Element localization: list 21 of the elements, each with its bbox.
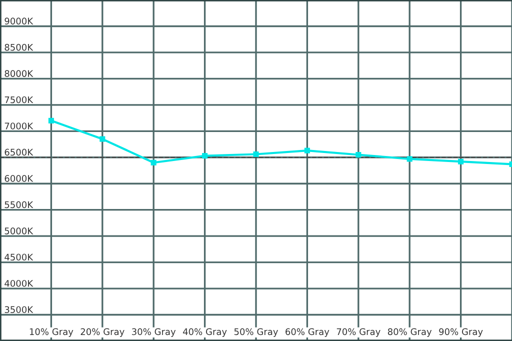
y-tick-label: 8000K [4,70,34,77]
y-tick-label: 9000K [4,18,34,24]
x-tick-label: 30% Gray [132,328,176,337]
x-tick-label: 10% Gray [30,328,74,337]
x-tick-label: 20% Gray [80,328,124,337]
y-tick-label: 8500K [4,44,34,51]
y-tick-label: 6500K [4,148,34,156]
x-tick-label: 50% Gray [234,328,278,337]
y-tick-label: 3500K [4,306,34,314]
x-tick-label: 60% Gray [286,328,330,337]
y-tick-label: 4000K [4,280,34,287]
y-tick-label: 5500K [4,201,34,208]
x-tick-label: 90% Gray [439,328,483,337]
x-tick-label: 40% Gray [182,328,227,337]
y-tick-label: 5000K [4,228,34,234]
y-tick-label: 6000K [4,175,34,182]
y-tick-label: 4500K [4,254,34,261]
y-tick-label: 7000K [4,122,34,130]
x-tick-label: 70% Gray [336,328,380,337]
y-tick-label: 7500K [4,96,34,104]
x-tick-label: 80% Gray [388,328,432,337]
